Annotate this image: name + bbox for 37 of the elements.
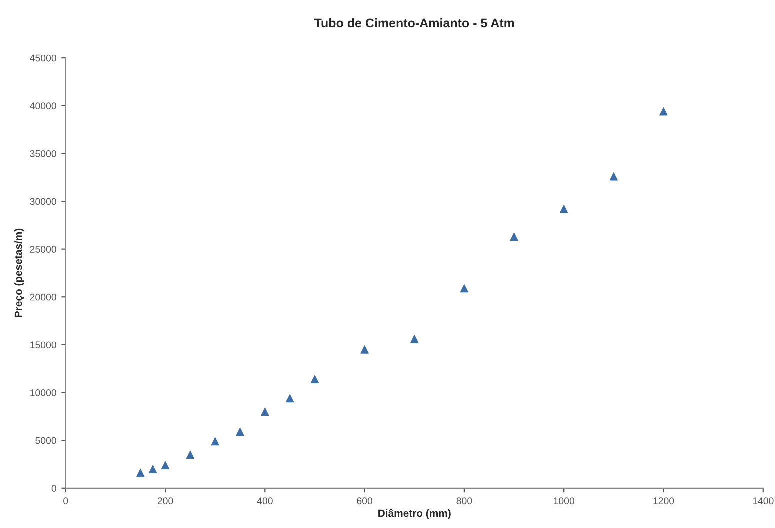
y-tick-label: 35000 bbox=[30, 150, 56, 158]
point bbox=[610, 172, 618, 181]
y-tick-label: 0 bbox=[52, 485, 56, 492]
point bbox=[660, 108, 668, 116]
y-tick-label: 20000 bbox=[30, 294, 56, 301]
point bbox=[161, 461, 170, 470]
x-tick-label: 0 bbox=[64, 498, 68, 505]
y-tick-label: 5000 bbox=[36, 437, 56, 444]
x-tick-label: 1200 bbox=[654, 498, 674, 505]
point bbox=[510, 232, 518, 242]
point bbox=[211, 437, 220, 446]
y-tick-label: 10000 bbox=[30, 390, 56, 396]
point bbox=[261, 408, 270, 416]
x-tick-label: 800 bbox=[456, 498, 472, 505]
point bbox=[286, 394, 294, 403]
point bbox=[186, 450, 195, 460]
y-tick-label: 45000 bbox=[30, 54, 56, 62]
point bbox=[148, 465, 158, 474]
y-tick-label: 40000 bbox=[30, 102, 56, 110]
point bbox=[360, 346, 369, 354]
point bbox=[136, 468, 145, 478]
x-tick-label: 200 bbox=[158, 498, 174, 505]
y-tick-label: 25000 bbox=[30, 246, 56, 253]
point bbox=[236, 428, 244, 436]
x-axis-title: Diâmetro (mm) bbox=[378, 509, 451, 520]
y-axis-title: Preço (pesetas/m) bbox=[14, 228, 24, 318]
x-tick-label: 400 bbox=[257, 498, 273, 505]
y-tick-label: 30000 bbox=[30, 198, 56, 206]
point bbox=[310, 375, 320, 384]
point bbox=[460, 284, 469, 293]
x-tick-label: 1400 bbox=[753, 498, 774, 505]
x-tick-label: 1000 bbox=[554, 498, 575, 505]
chart-title: Tubo de Cimento-Amianto - 5 Atm bbox=[314, 18, 514, 28]
y-tick-label: 15000 bbox=[30, 342, 56, 349]
x-tick-label: 600 bbox=[357, 498, 373, 505]
point bbox=[410, 335, 419, 344]
point bbox=[560, 205, 568, 214]
